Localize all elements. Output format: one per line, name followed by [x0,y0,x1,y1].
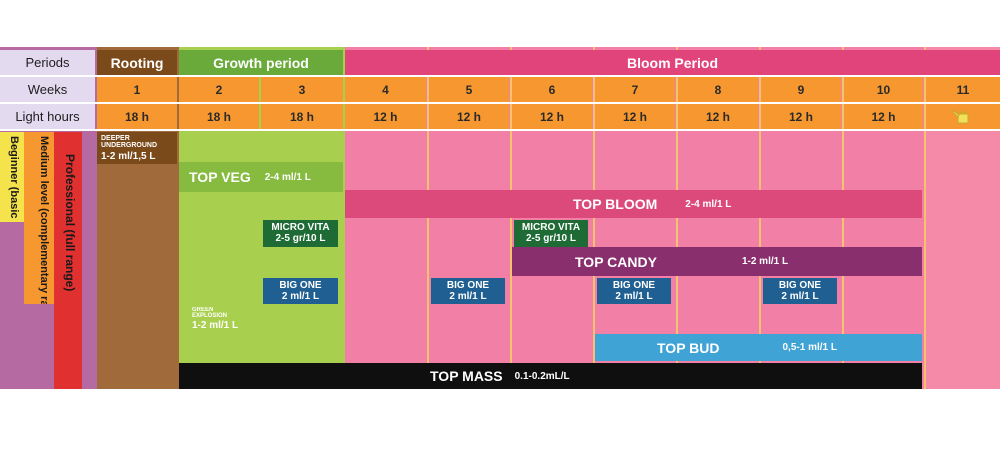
light-hours-cell: 18 h [261,104,343,129]
product-green-explosion: GREEN EXPLOSION 1-2 ml/1 L [192,307,239,331]
week-cell: 4 [345,77,426,102]
column-divider [924,47,926,389]
light-hours-cell: 18 h [97,104,177,129]
level-beginner-label: Beginner (basic range) [8,136,20,222]
product-micro-vita: MICRO VITA 2-5 gr/10 L [263,220,338,247]
level-professional: Professional (full range) [54,132,82,389]
week-cell: 7 [595,77,675,102]
level-professional-label: Professional (full range) [63,154,77,292]
light-hours-cell: 12 h [345,104,426,129]
row-separator [0,75,1000,77]
light-hours-cell: 12 h [844,104,923,129]
period-growth: Growth period [179,50,343,75]
product-big-one: BIG ONE 2 ml/1 L [763,278,837,304]
week-cell: 8 [678,77,758,102]
light-hours-week-11 [926,104,1000,129]
column-divider [510,47,512,389]
period-rooting: Rooting [97,50,177,75]
feeding-schedule-table: Periods Weeks Light hours Rooting Growth… [0,47,1000,389]
week-cell: 11 [926,77,1000,102]
product-top-mass: TOP MASS 0.1-0.2mL/L [179,363,922,389]
light-hours-cell: 12 h [595,104,675,129]
row-label-periods: Periods [0,50,95,75]
level-medium: Medium level (complementary range) [24,132,54,304]
week-cell: 9 [761,77,841,102]
light-hours-cell: 12 h [429,104,509,129]
product-top-veg: TOP VEG 2-4 ml/1 L [179,162,343,192]
row-label-weeks: Weeks [0,77,95,102]
row-separator [0,129,1000,131]
level-beginner: Beginner (basic range) [0,132,24,222]
light-hours-cell: 12 h [678,104,758,129]
light-hours-cell: 12 h [761,104,841,129]
column-divider [593,47,595,389]
column-divider [676,47,678,389]
watering-can-icon [952,109,969,123]
product-top-bloom: TOP BLOOM 2-4 ml/1 L [345,190,922,218]
period-bloom: Bloom Period [345,50,1000,75]
light-hours-cell: 12 h [512,104,592,129]
column-divider [427,47,429,389]
product-top-bud: TOP BUD 0,5-1 ml/1 L [595,334,922,361]
week-cell: 2 [179,77,259,102]
product-top-candy: TOP CANDY 1-2 ml/1 L [512,247,922,276]
column-divider [842,47,844,389]
product-big-one: BIG ONE 2 ml/1 L [431,278,505,304]
column-divider [759,47,761,389]
light-hours-cell: 18 h [179,104,259,129]
product-deeper-underground: DEEPER UNDERGROUND 1-2 ml/1,5 L [97,132,177,164]
week-cell: 10 [844,77,923,102]
week-cell: 5 [429,77,509,102]
product-big-one: BIG ONE 2 ml/1 L [597,278,671,304]
week-cell: 6 [512,77,592,102]
week-cell: 3 [261,77,343,102]
level-medium-label: Medium level (complementary range) [38,136,50,304]
product-big-one: BIG ONE 2 ml/1 L [263,278,338,304]
product-micro-vita: MICRO VITA 2-5 gr/10 L [514,220,588,247]
row-separator [0,102,1000,104]
week-cell: 1 [97,77,177,102]
row-label-light-hours: Light hours [0,104,95,129]
